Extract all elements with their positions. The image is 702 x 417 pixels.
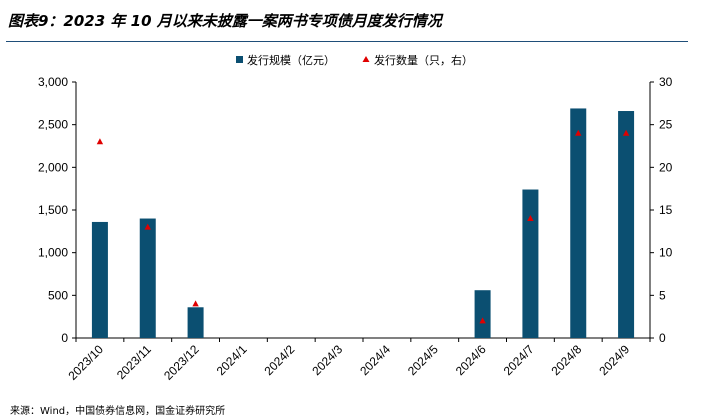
right-tick-label: 5 — [659, 288, 666, 302]
right-tick-label: 20 — [659, 160, 673, 174]
marker-point — [622, 129, 630, 136]
bar — [187, 307, 204, 338]
right-tick-label: 30 — [659, 75, 673, 89]
source-note: 来源：Wind，中国债券信息网，国金证券研究所 — [10, 406, 226, 417]
marker-point — [96, 138, 104, 145]
x-tick-label: 2024/2 — [262, 342, 298, 378]
chart-title: 图表9：2023 年 10 月以来未披露一案两书专项债月度发行情况 — [8, 12, 442, 30]
bar — [618, 111, 635, 338]
bar — [522, 189, 539, 338]
chart: 发行规模（亿元） 发行数量（只，右） 0 500 1,000 1,500 2,000 2,… — [38, 53, 673, 383]
bars — [91, 108, 635, 338]
bar — [139, 218, 156, 338]
marker-point — [192, 300, 199, 307]
x-tick-label: 2024/5 — [405, 342, 441, 378]
marker-point — [527, 215, 534, 222]
bar — [91, 221, 108, 338]
x-tick-label: 2023/10 — [65, 342, 106, 383]
left-tick-label: 0 — [61, 331, 68, 345]
bar — [570, 108, 587, 338]
axes — [72, 81, 654, 342]
right-tick-label: 10 — [659, 246, 673, 260]
left-tick-label: 2,500 — [38, 118, 68, 132]
left-tick-label: 1,500 — [38, 203, 68, 217]
x-tick-label: 2024/6 — [453, 342, 489, 378]
legend-marker-swatch — [362, 56, 370, 62]
title-rule — [6, 41, 688, 42]
x-tick-label: 2024/1 — [214, 342, 250, 378]
marker-point — [479, 317, 486, 324]
legend-marker-label: 发行数量（只，右） — [374, 53, 473, 67]
right-tick-label: 0 — [659, 331, 666, 345]
marker-point — [144, 223, 151, 230]
legend-bar-swatch — [236, 56, 243, 63]
x-tick-label: 2024/8 — [549, 342, 585, 378]
x-tick-label: 2024/7 — [501, 342, 537, 378]
left-tick-label: 2,000 — [38, 160, 68, 174]
x-tick-label: 2024/9 — [596, 342, 632, 378]
right-tick-label: 25 — [659, 118, 673, 132]
x-tick-label: 2023/12 — [161, 342, 202, 383]
left-tick-label: 1,000 — [38, 246, 68, 260]
x-tick-label: 2023/11 — [114, 342, 154, 382]
legend-bar-label: 发行规模（亿元） — [247, 53, 335, 67]
markers — [96, 129, 630, 324]
bar — [474, 290, 491, 338]
legend: 发行规模（亿元） 发行数量（只，右） — [236, 53, 473, 67]
left-tick-label: 3,000 — [38, 75, 68, 89]
left-tick-label: 500 — [48, 288, 68, 302]
marker-point — [575, 129, 582, 136]
x-tick-label: 2024/3 — [309, 342, 345, 378]
x-tick-label: 2024/4 — [357, 342, 393, 378]
right-tick-label: 15 — [659, 203, 673, 217]
